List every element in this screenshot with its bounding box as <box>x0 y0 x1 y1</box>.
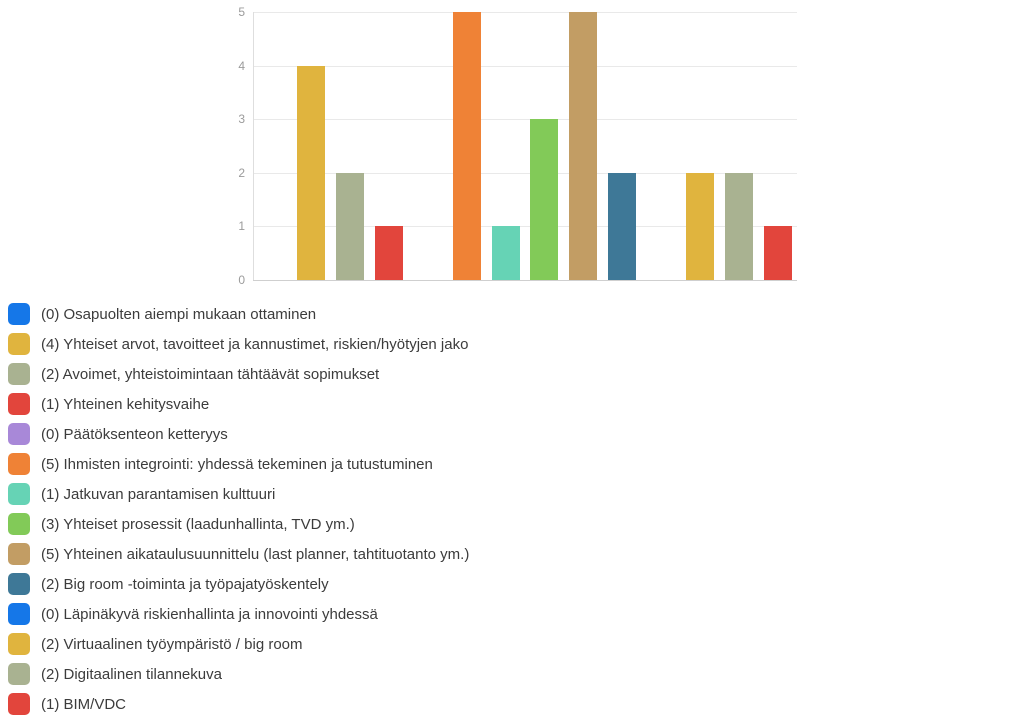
bar <box>530 119 558 280</box>
legend-item: (5) Yhteinen aikataulusuunnittelu (last … <box>8 539 708 569</box>
gridline <box>253 173 797 174</box>
legend-label: (2) Avoimet, yhteistoimintaan tähtäävät … <box>41 365 380 383</box>
chart-legend: (0) Osapuolten aiempi mukaan ottaminen (4… <box>8 299 708 719</box>
legend-label: (0) Osapuolten aiempi mukaan ottaminen <box>41 305 317 323</box>
gridline <box>253 12 797 13</box>
legend-item: (3) Yhteiset prosessit (laadunhallinta, … <box>8 509 708 539</box>
bar <box>453 12 481 280</box>
legend-item: (1) BIM/VDC <box>8 689 708 719</box>
legend-item: (5) Ihmisten integrointi: yhdessä tekemi… <box>8 449 708 479</box>
legend-item: (2) Virtuaalinen työympäristö / big room <box>8 629 708 659</box>
bar <box>725 173 753 280</box>
legend-swatch <box>8 513 30 535</box>
gridline <box>253 226 797 227</box>
legend-swatch <box>8 393 30 415</box>
legend-swatch <box>8 483 30 505</box>
y-tick-label: 5 <box>238 5 245 19</box>
legend-label: (0) Päätöksenteon ketteryys <box>41 425 228 443</box>
legend-swatch <box>8 333 30 355</box>
y-tick-label: 1 <box>238 219 245 233</box>
y-tick-label: 4 <box>238 59 245 73</box>
legend-swatch <box>8 693 30 715</box>
bar <box>375 226 403 280</box>
legend-label: (4) Yhteiset arvot, tavoitteet ja kannus… <box>41 335 469 353</box>
bar <box>569 12 597 280</box>
legend-item: (2) Avoimet, yhteistoimintaan tähtäävät … <box>8 359 708 389</box>
legend-label: (5) Yhteinen aikataulusuunnittelu (last … <box>41 545 470 563</box>
bar <box>686 173 714 280</box>
bar <box>336 173 364 280</box>
legend-label: (2) Virtuaalinen työympäristö / big room <box>41 635 303 653</box>
legend-label: (1) Jatkuvan parantamisen kulttuuri <box>41 485 276 503</box>
legend-swatch <box>8 543 30 565</box>
legend-swatch <box>8 303 30 325</box>
legend-swatch <box>8 663 30 685</box>
legend-label: (3) Yhteiset prosessit (laadunhallinta, … <box>41 515 355 533</box>
bar <box>608 173 636 280</box>
bar <box>764 226 792 280</box>
gridline <box>253 119 797 120</box>
legend-swatch <box>8 363 30 385</box>
legend-item: (0) Läpinäkyvä riskienhallinta ja innovo… <box>8 599 708 629</box>
legend-item: (2) Big room -toiminta ja työpajatyösken… <box>8 569 708 599</box>
legend-label: (1) BIM/VDC <box>41 695 127 713</box>
legend-label: (2) Big room -toiminta ja työpajatyösken… <box>41 575 329 593</box>
legend-swatch <box>8 453 30 475</box>
y-tick-label: 2 <box>238 166 245 180</box>
y-axis-line <box>253 12 254 280</box>
legend-label: (2) Digitaalinen tilannekuva <box>41 665 222 683</box>
bar <box>297 66 325 280</box>
legend-item: (4) Yhteiset arvot, tavoitteet ja kannus… <box>8 329 708 359</box>
legend-item: (1) Yhteinen kehitysvaihe <box>8 389 708 419</box>
y-tick-label: 3 <box>238 112 245 126</box>
legend-label: (0) Läpinäkyvä riskienhallinta ja innovo… <box>41 605 378 623</box>
legend-label: (5) Ihmisten integrointi: yhdessä tekemi… <box>41 455 433 473</box>
legend-swatch <box>8 603 30 625</box>
bar-chart: 0 1 2 3 4 5 <box>0 0 1024 300</box>
legend-item: (2) Digitaalinen tilannekuva <box>8 659 708 689</box>
y-tick-label: 0 <box>238 273 245 287</box>
bar <box>492 226 520 280</box>
legend-swatch <box>8 633 30 655</box>
legend-swatch <box>8 573 30 595</box>
legend-item: (0) Päätöksenteon ketteryys <box>8 419 708 449</box>
legend-item: (0) Osapuolten aiempi mukaan ottaminen <box>8 299 708 329</box>
legend-item: (1) Jatkuvan parantamisen kulttuuri <box>8 479 708 509</box>
legend-label: (1) Yhteinen kehitysvaihe <box>41 395 210 413</box>
gridline <box>253 66 797 67</box>
x-axis-line <box>253 280 797 281</box>
legend-swatch <box>8 423 30 445</box>
